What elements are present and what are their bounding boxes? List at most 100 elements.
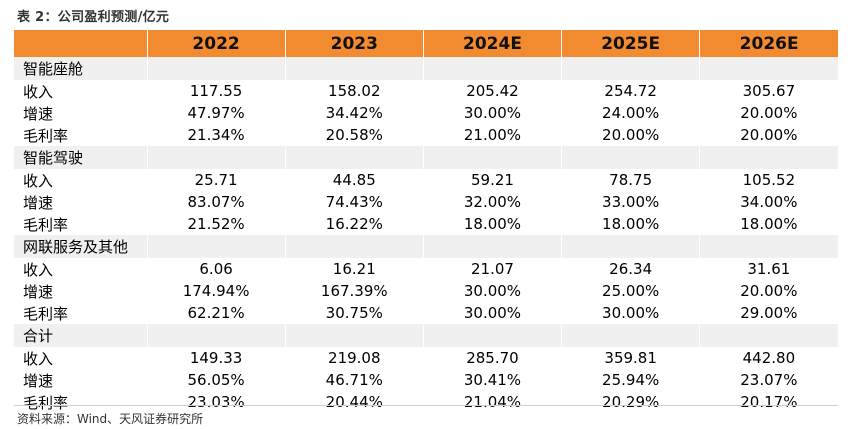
table-cell: 30.41% [463,371,522,389]
section-fill [699,235,838,258]
row-label: 毛利率 [23,393,69,412]
forecast-table: 2022 2023 2024E 2025E 2026E 智能座舱 收入 117.… [14,30,838,413]
section-row: 网联服务及其他 [14,235,838,258]
table-cell: 25.00% [602,282,660,300]
table-cell: 359.81 [604,349,657,367]
section-fill [561,57,700,80]
table-row: 收入 117.55 158.02 205.42 254.72 305.67 [14,80,838,102]
table-row: 毛利率 62.21% 30.75% 30.00% 30.00% 29.00% [14,302,838,324]
table-cell: 20.17% [740,393,798,411]
table-cell: 56.05% [187,371,245,389]
section-fill [561,146,700,169]
table-row: 增速 47.97% 34.42% 30.00% 24.00% 20.00% [14,102,838,124]
section-row: 智能座舱 [14,57,838,80]
section-fill [422,324,562,347]
section-row: 合计 [14,324,838,347]
table-cell: 16.22% [325,215,383,233]
header-year-2025e: 2025E [561,30,700,57]
row-label: 毛利率 [23,215,69,234]
row-label: 毛利率 [23,304,69,323]
table-cell: 20.44% [325,393,383,411]
table-cell: 205.42 [466,82,519,100]
table-cell: 23.07% [740,371,798,389]
table-cell: 59.21 [470,171,514,189]
section-row: 智能驾驶 [14,146,838,169]
row-label: 收入 [23,82,54,101]
table-cell: 23.03% [187,393,245,411]
section-fill [561,235,700,258]
table-cell: 20.29% [602,393,660,411]
table-row: 毛利率 23.03% 20.44% 21.04% 20.29% 20.17% [14,391,838,413]
table-cell: 30.00% [602,304,660,322]
table-cell: 20.58% [325,126,383,144]
table-row: 收入 25.71 44.85 59.21 78.75 105.52 [14,169,838,191]
table-cell: 21.04% [463,393,522,411]
table-cell: 24.00% [602,104,660,122]
table-cell: 20.00% [740,126,798,144]
table-cell: 219.08 [328,349,381,367]
table-cell: 16.21 [332,260,376,278]
table-cell: 78.75 [609,171,653,189]
table-cell: 20.00% [602,126,660,144]
table-cell: 30.00% [463,104,522,122]
section-fill [284,324,424,347]
section-fill [561,324,700,347]
table-cell: 442.80 [742,349,796,367]
table-cell: 31.61 [747,260,791,278]
table-row: 增速 174.94% 167.39% 30.00% 25.00% 20.00% [14,280,838,302]
table-row: 收入 6.06 16.21 21.07 26.34 31.61 [14,258,838,280]
row-label: 增速 [23,282,54,301]
table-cell: 30.00% [463,282,522,300]
table-cell: 305.67 [742,82,796,100]
row-label: 毛利率 [23,126,69,145]
section-fill [699,324,838,347]
table-row: 毛利率 21.52% 16.22% 18.00% 18.00% 18.00% [14,213,838,235]
table-cell: 46.71% [325,371,383,389]
table-cell: 25.71 [194,171,238,189]
table-row: 毛利率 21.34% 20.58% 21.00% 20.00% 20.00% [14,124,838,146]
row-label: 增速 [23,193,54,212]
table-cell: 149.33 [189,349,243,367]
section-title: 智能驾驶 [14,146,147,169]
table-cell: 26.34 [609,260,653,278]
table-cell: 44.85 [332,171,376,189]
section-title: 网联服务及其他 [14,235,147,258]
table-cell: 254.72 [604,82,657,100]
section-fill [146,57,286,80]
table-cell: 34.00% [740,193,798,211]
header-year-2023: 2023 [284,30,424,57]
table-cell: 83.07% [187,193,245,211]
section-fill [146,146,286,169]
table-cell: 33.00% [602,193,660,211]
table-cell: 105.52 [742,171,796,189]
table-cell: 29.00% [740,304,798,322]
table-cell: 25.94% [602,371,660,389]
table-cell: 20.00% [740,282,798,300]
table-cell: 30.75% [325,304,383,322]
table-cell: 47.97% [187,104,245,122]
header-row: 2022 2023 2024E 2025E 2026E [14,30,838,57]
row-label: 增速 [23,104,54,123]
table-cell: 21.00% [463,126,522,144]
section-title: 智能座舱 [14,57,147,80]
table-row: 增速 83.07% 74.43% 32.00% 33.00% 34.00% [14,191,838,213]
table-row: 增速 56.05% 46.71% 30.41% 25.94% 23.07% [14,369,838,391]
table-cell: 30.00% [463,304,522,322]
table-cell: 18.00% [740,215,798,233]
table-cell: 18.00% [602,215,660,233]
table-cell: 18.00% [463,215,522,233]
table-cell: 74.43% [325,193,383,211]
table-cell: 174.94% [182,282,250,300]
row-label: 收入 [23,260,54,279]
table-row: 收入 149.33 219.08 285.70 359.81 442.80 [14,347,838,369]
section-fill [699,146,838,169]
section-fill [699,57,838,80]
table-cell: 21.34% [187,126,245,144]
table-cell: 21.07 [470,260,514,278]
section-fill [146,324,286,347]
row-label: 增速 [23,371,54,390]
header-year-2026e: 2026E [699,30,838,57]
table-cell: 167.39% [320,282,388,300]
section-fill [146,235,286,258]
table-cell: 21.52% [187,215,245,233]
